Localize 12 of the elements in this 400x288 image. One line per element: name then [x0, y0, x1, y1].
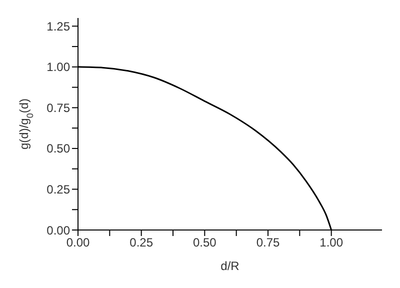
- y-tick-label: 0.25: [46, 182, 70, 196]
- x-tick-label: 0.25: [130, 236, 154, 250]
- x-tick-label: 0.00: [66, 236, 90, 250]
- y-tick-label: 1.00: [46, 60, 70, 74]
- y-tick-label: 0.75: [46, 100, 70, 115]
- x-tick-label: 0.75: [256, 236, 280, 250]
- x-axis-title: d/R: [220, 259, 240, 273]
- x-tick-label: 0.50: [192, 236, 217, 250]
- y-tick-label: 0.00: [46, 223, 70, 238]
- y-tick-label: 0.50: [46, 142, 70, 156]
- y-tick-label: 1.25: [46, 19, 70, 34]
- x-tick-label: 1.00: [320, 236, 344, 250]
